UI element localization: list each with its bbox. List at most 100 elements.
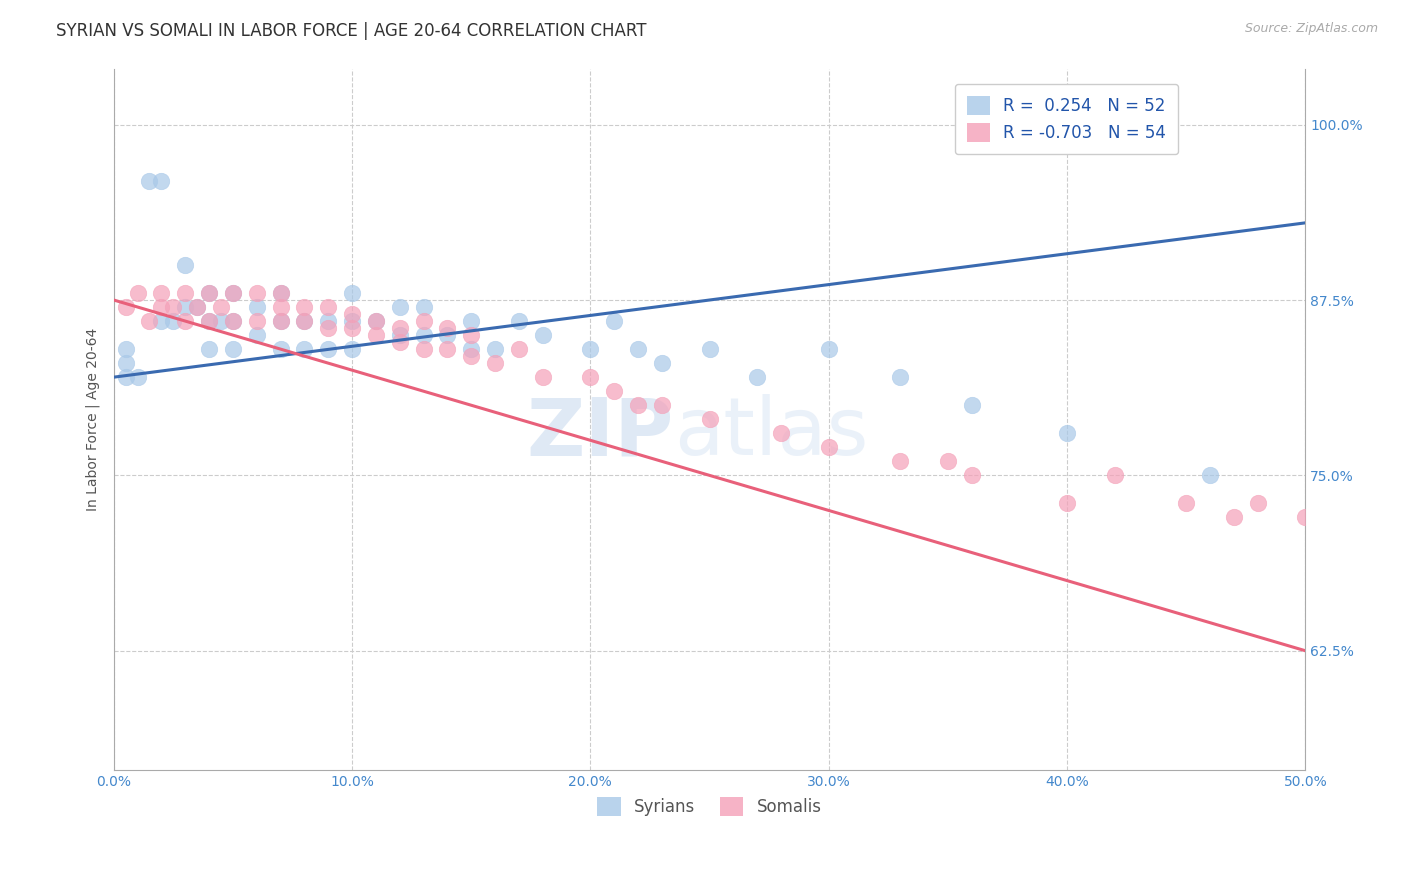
Y-axis label: In Labor Force | Age 20-64: In Labor Force | Age 20-64 [86, 327, 100, 511]
Point [651, 398, 673, 412]
Point [292, 314, 315, 328]
Point [198, 285, 221, 300]
Point [127, 370, 149, 384]
Point [364, 314, 387, 328]
Point [651, 356, 673, 370]
Point [388, 300, 411, 314]
Point [270, 300, 292, 314]
Legend: Syrians, Somalis: Syrians, Somalis [589, 789, 830, 825]
Point [138, 314, 160, 328]
Point [579, 342, 602, 356]
Point [603, 384, 626, 399]
Point [246, 300, 269, 314]
Point [127, 285, 149, 300]
Point [222, 285, 245, 300]
Point [292, 342, 315, 356]
Text: Source: ZipAtlas.com: Source: ZipAtlas.com [1244, 22, 1378, 36]
Point [340, 307, 363, 321]
Point [436, 328, 458, 343]
Point [292, 314, 315, 328]
Point [817, 342, 839, 356]
Point [412, 342, 434, 356]
Text: atlas: atlas [673, 394, 868, 472]
Point [114, 342, 136, 356]
Text: SYRIAN VS SOMALI IN LABOR FORCE | AGE 20-64 CORRELATION CHART: SYRIAN VS SOMALI IN LABOR FORCE | AGE 20… [56, 22, 647, 40]
Point [627, 342, 650, 356]
Point [1056, 426, 1078, 441]
Point [186, 300, 208, 314]
Point [198, 342, 221, 356]
Point [174, 285, 197, 300]
Point [460, 328, 482, 343]
Point [412, 314, 434, 328]
Point [436, 342, 458, 356]
Point [889, 370, 911, 384]
Point [1199, 468, 1222, 483]
Point [627, 398, 650, 412]
Point [292, 300, 315, 314]
Point [222, 285, 245, 300]
Point [340, 321, 363, 335]
Point [162, 300, 184, 314]
Point [138, 174, 160, 188]
Point [270, 285, 292, 300]
Point [531, 370, 554, 384]
Point [186, 300, 208, 314]
Point [699, 412, 721, 426]
Point [817, 440, 839, 454]
Point [960, 468, 983, 483]
Point [270, 285, 292, 300]
Point [436, 321, 458, 335]
Point [270, 314, 292, 328]
Point [316, 300, 339, 314]
Point [508, 342, 530, 356]
Point [484, 356, 506, 370]
Point [150, 174, 173, 188]
Point [246, 285, 269, 300]
Point [340, 285, 363, 300]
Point [270, 314, 292, 328]
Point [174, 300, 197, 314]
Point [388, 328, 411, 343]
Point [316, 321, 339, 335]
Point [246, 328, 269, 343]
Point [388, 321, 411, 335]
Point [270, 342, 292, 356]
Point [1223, 510, 1246, 524]
Point [364, 328, 387, 343]
Point [150, 285, 173, 300]
Point [114, 300, 136, 314]
Point [150, 300, 173, 314]
Point [1056, 496, 1078, 510]
Point [531, 328, 554, 343]
Point [460, 314, 482, 328]
Point [316, 342, 339, 356]
Point [198, 314, 221, 328]
Point [508, 314, 530, 328]
Point [388, 335, 411, 350]
Point [936, 454, 959, 468]
Point [579, 370, 602, 384]
Text: ZIP: ZIP [526, 394, 673, 472]
Point [198, 285, 221, 300]
Point [747, 370, 769, 384]
Point [114, 370, 136, 384]
Point [222, 314, 245, 328]
Point [1175, 496, 1198, 510]
Point [316, 314, 339, 328]
Point [1247, 496, 1270, 510]
Point [162, 314, 184, 328]
Point [209, 314, 232, 328]
Point [460, 349, 482, 363]
Point [222, 314, 245, 328]
Point [209, 300, 232, 314]
Point [222, 342, 245, 356]
Point [150, 314, 173, 328]
Point [484, 342, 506, 356]
Point [114, 356, 136, 370]
Point [699, 342, 721, 356]
Point [412, 300, 434, 314]
Point [1104, 468, 1126, 483]
Point [460, 342, 482, 356]
Point [1294, 510, 1316, 524]
